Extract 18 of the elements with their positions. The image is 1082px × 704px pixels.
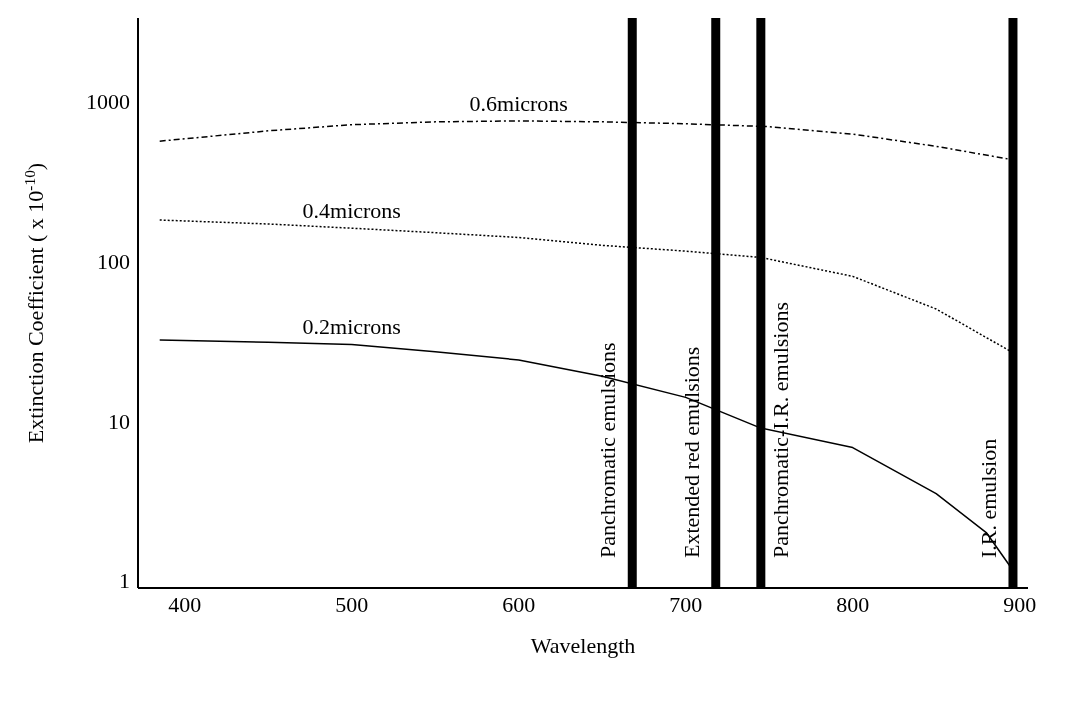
series-label: 0.4microns — [302, 198, 401, 224]
x-tick-label: 400 — [168, 591, 202, 617]
y-tick-label: 1000 — [86, 88, 130, 114]
y-tick-label: 10 — [108, 408, 130, 434]
x-axis-title: Wavelength — [530, 633, 636, 658]
x-tick-label: 900 — [1003, 591, 1037, 617]
series-label: 0.2microns — [302, 314, 401, 340]
ref-line-label: Extended red emulsions — [678, 346, 704, 558]
x-tick-label: 500 — [335, 591, 369, 617]
ref-line-label: Panchromatic-I.R. emulsions — [767, 301, 793, 558]
x-tick-label: 700 — [669, 591, 703, 617]
y-tick-label: 1 — [119, 568, 130, 594]
ref-line-label: I.R. emulsion — [976, 438, 1002, 558]
series-label: 0.6microns — [469, 90, 568, 116]
y-tick-label: 100 — [97, 248, 130, 274]
ref-line-label: Panchromatic emulsions — [595, 342, 621, 558]
x-tick-label: 600 — [502, 591, 536, 617]
x-tick-label: 800 — [836, 591, 870, 617]
